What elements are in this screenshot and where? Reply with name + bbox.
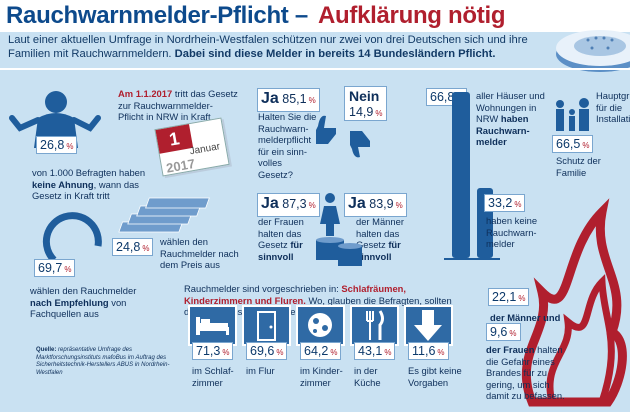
room-percent-hall: 69,6%: [246, 342, 288, 360]
calendar-icon: 1 Januar 2017: [154, 117, 230, 177]
header: Rauchwarnmelder-Pflicht – Aufklärung nöt…: [0, 0, 630, 32]
thumbs-up-icon: [316, 115, 336, 144]
room-percent-kids: 64,2%: [300, 342, 342, 360]
women-text: der Frauen halten das Gesetz für sinnvol…: [258, 216, 304, 262]
law-no-box: Nein 14,9%: [344, 86, 388, 121]
room-tile-kitchen: [350, 305, 399, 346]
calendar-month: Januar: [188, 141, 221, 158]
recommendation-percent: 69,7%: [34, 259, 76, 277]
unknown-law-percent: 26,8%: [36, 136, 78, 154]
unknown-law-text: von 1.000 Befragten haben keine Ahnung, …: [32, 167, 146, 201]
arrow-down-icon: [414, 310, 442, 341]
page-title: Rauchwarnmelder-Pflicht –: [6, 2, 308, 29]
women-yes-box: Ja 87,3%: [257, 193, 320, 217]
fire-icon: [521, 198, 627, 407]
room-label-none: Es gibt keine Vorgaben: [408, 365, 462, 388]
law-date-text: Am 1.1.2017 tritt das Gesetz zur Rauchwa…: [118, 88, 238, 122]
thumbs-down-icon: [350, 131, 370, 158]
houses-no-percent: 33,2%: [484, 194, 526, 212]
recommendation-text: wählen den Rauchmelder nach Empfehlung v…: [30, 285, 137, 319]
houses-yes-text: aller Häuser und Wohnungen in NRW haben …: [476, 90, 545, 147]
risk-women-percent: 9,6%: [486, 323, 521, 341]
woman-icon: [316, 193, 344, 260]
page-title-accent: Aufklärung nötig: [318, 2, 506, 29]
risk-men-text: der Männer und: [490, 312, 561, 323]
men-yes-box: Ja 83,9%: [344, 193, 407, 217]
room-label-hall: im Flur: [246, 365, 275, 376]
money-stack-icon: [118, 197, 210, 233]
room-tile-hall: [242, 305, 291, 346]
room-label-kids: im Kinder-zimmer: [300, 365, 343, 388]
smoke-detector-icon: [556, 30, 630, 72]
law-yes-box: Ja 85,1%: [257, 88, 320, 112]
room-tile-kids: [296, 305, 345, 346]
price-text: wählen den Rauchmelder nach dem Preis au…: [160, 236, 239, 270]
room-tile-none: [404, 305, 453, 346]
family-heading: Hauptgru für die Installati: [596, 90, 630, 124]
divider: [0, 68, 630, 70]
calendar-day: 1: [155, 124, 194, 154]
family-text: Schutz der Familie: [556, 155, 601, 178]
source-note: Quelle: repräsentative Umfrage des Markt…: [36, 347, 170, 376]
family-percent: 66,5%: [552, 135, 594, 153]
ball-icon: [308, 313, 332, 337]
houses-baseline: [444, 258, 500, 260]
door-icon: [257, 311, 276, 341]
room-percent-none: 11,6%: [408, 342, 449, 360]
room-percent-bedroom: 71,3%: [192, 342, 234, 360]
room-tile-bedroom: [188, 305, 237, 346]
risk-men-percent: 22,1%: [488, 288, 530, 306]
room-percent-kitchen: 43,1%: [354, 342, 396, 360]
calendar-year: 2017: [165, 155, 197, 176]
recommendation-arc-icon: [42, 212, 102, 263]
risk-women-text: der Frauen halten die Gefahr eines Brand…: [486, 344, 565, 401]
law-sense-text: Halten Sie die Rauchwarn-melderpflicht f…: [258, 111, 317, 180]
houses-yes-bar: [452, 92, 470, 258]
cutlery-icon: [366, 310, 384, 340]
price-percent: 24,8%: [112, 238, 154, 256]
intro-text: Laut einer aktuellen Umfrage in Nordrhei…: [8, 34, 528, 60]
bed-icon: [196, 317, 229, 335]
man-icon: [338, 243, 362, 266]
room-label-kitchen: in der Küche: [354, 365, 381, 388]
room-label-bedroom: im Schlaf-zimmer: [192, 365, 234, 388]
houses-no-text: haben keine Rauchwarn-melder: [486, 215, 538, 249]
men-text: der Männer halten das Gesetz für sinnvol…: [356, 216, 404, 262]
family-icon: [556, 98, 589, 131]
